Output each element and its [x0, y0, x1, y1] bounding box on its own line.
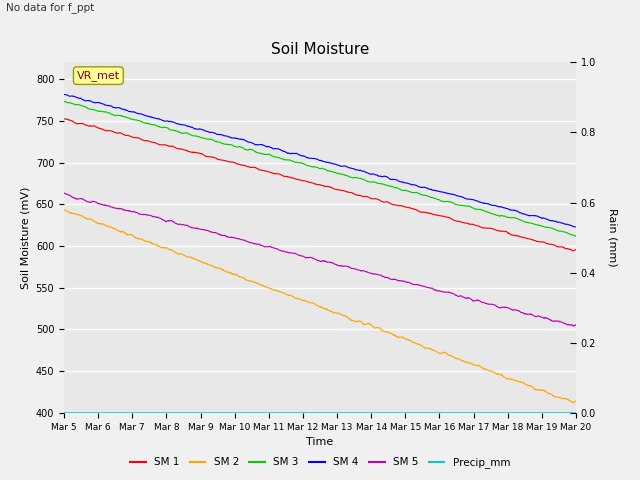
X-axis label: Time: Time — [307, 437, 333, 447]
Legend: SM 1, SM 2, SM 3, SM 4, SM 5, Precip_mm: SM 1, SM 2, SM 3, SM 4, SM 5, Precip_mm — [125, 453, 515, 472]
Y-axis label: Soil Moisture (mV): Soil Moisture (mV) — [20, 186, 30, 289]
Y-axis label: Rain (mm): Rain (mm) — [607, 208, 617, 267]
Text: No data for f_ppt: No data for f_ppt — [6, 2, 95, 13]
Text: VR_met: VR_met — [77, 70, 120, 81]
Title: Soil Moisture: Soil Moisture — [271, 42, 369, 57]
